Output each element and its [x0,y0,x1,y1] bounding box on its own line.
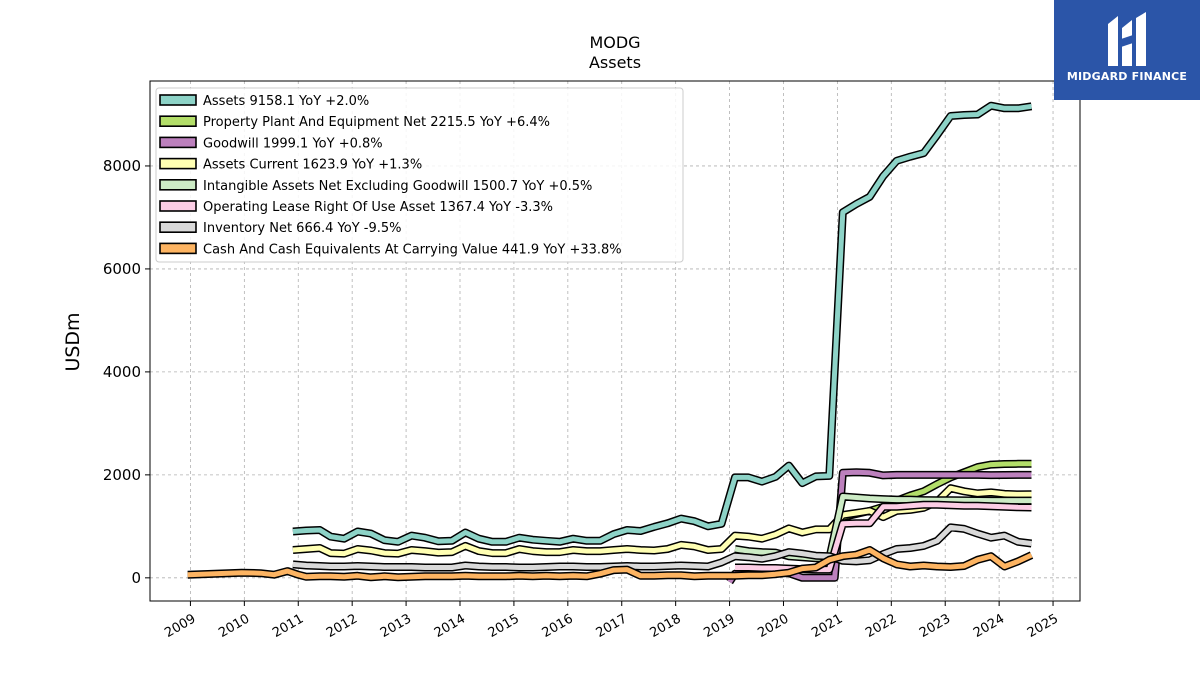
y-tick-label: 4000 [103,363,141,381]
series-inventory-net [292,523,1032,572]
x-tick-label: 2014 [432,611,468,641]
legend-label: Intangible Assets Net Excluding Goodwill… [203,179,592,194]
x-tick-label: 2018 [647,611,683,641]
legend-swatch [159,115,197,127]
legend-label: Assets Current 1623.9 YoY +1.3% [203,158,422,173]
legend-label: Inventory Net 666.4 YoY -9.5% [203,221,402,236]
y-axis: 0 2000 4000 6000 8000 [103,157,150,587]
x-tick-label: 2013 [378,611,414,641]
series-cash-and-cash-equivalents-at-carrying-value [187,546,1034,582]
y-tick-label: 6000 [103,260,141,278]
series-assets [292,101,1033,546]
legend-swatch [159,200,197,212]
legend-item: Operating Lease Right Of Use Asset 1367.… [159,200,553,215]
chart-title: MODG [589,33,640,52]
y-tick-label: 8000 [103,157,141,175]
logo-mark-icon [1108,12,1146,66]
y-tick-label: 2000 [103,466,141,484]
legend-swatch [159,242,197,255]
x-tick-label: 2020 [755,611,791,641]
x-tick-label: 2024 [971,611,1007,641]
x-tick-label: 2009 [162,611,198,641]
x-tick-label: 2022 [863,611,899,641]
x-axis: 2009 2010 2011 2012 2013 2014 2015 2016 2017 2018… [162,601,1061,641]
y-axis-label: USDm [62,312,84,371]
series-assets-current [292,484,1032,558]
legend-box [155,87,684,263]
series-line [735,502,1032,573]
series-line [292,524,1032,570]
legend-item: Intangible Assets Net Excluding Goodwill… [159,179,592,194]
legend-swatch [159,157,197,170]
legend-swatch [159,179,197,191]
legend-item: Assets 9158.1 YoY +2.0% [159,94,369,109]
legend-label: Operating Lease Right Of Use Asset 1367.… [203,200,553,215]
legend-item: Assets Current 1623.9 YoY +1.3% [159,157,422,173]
x-tick-label: 2021 [809,611,845,641]
x-tick-label: 2017 [594,611,630,641]
series-line [292,103,1032,545]
y-tick-label: 0 [131,569,141,587]
legend-label: Goodwill 1999.1 YoY +0.8% [203,136,383,151]
legend-swatch [159,136,197,149]
series-lines [187,101,1034,585]
x-tick-label: 2012 [324,611,360,641]
x-tick-label: 2011 [270,611,306,641]
logo-brand-text: MIDGARD FINANCE [1066,70,1188,83]
legend-label: Property Plant And Equipment Net 2215.5 … [203,115,550,130]
plot-frame [149,80,1081,602]
x-tick-label: 2019 [701,611,737,641]
x-tick-label: 2025 [1025,611,1061,641]
midgard-finance-logo: MIDGARD FINANCE [1054,0,1200,100]
x-tick-label: 2023 [917,611,953,641]
legend-label: Cash And Cash Equivalents At Carrying Va… [203,242,622,257]
legend-item: Cash And Cash Equivalents At Carrying Va… [159,242,622,257]
series-line [187,547,1033,580]
x-tick-label: 2010 [216,611,252,641]
series-line [292,485,1032,557]
x-tick-label: 2016 [540,611,576,641]
series-operating-lease-right-of-use-asset [735,500,1032,574]
x-tick-label: 2015 [486,611,522,641]
legend: Assets 9158.1 YoY +2.0% Property Plant An… [155,87,684,263]
legend-swatch [159,221,197,233]
legend-item: Goodwill 1999.1 YoY +0.8% [159,136,383,151]
legend-item: Property Plant And Equipment Net 2215.5 … [159,115,550,130]
legend-item: Inventory Net 666.4 YoY -9.5% [159,221,402,236]
chart-subtitle: Assets [589,53,641,72]
legend-label: Assets 9158.1 YoY +2.0% [203,94,369,109]
legend-swatch [159,94,197,106]
